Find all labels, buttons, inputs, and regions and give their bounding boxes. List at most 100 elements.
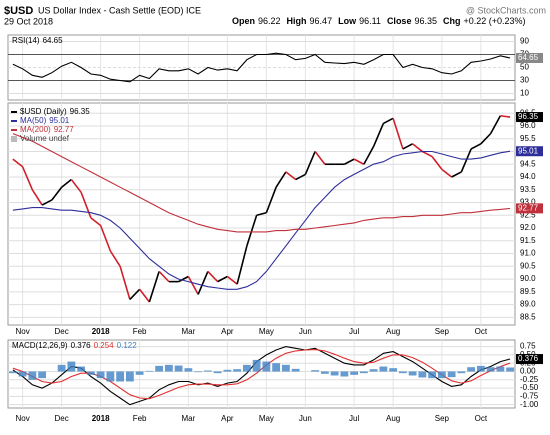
price-segment [314, 150, 326, 165]
last-value-label: 96.35 [518, 112, 539, 121]
y-tick-label: 90.5 [520, 261, 536, 270]
histogram-bar [350, 371, 359, 375]
histogram-bar [8, 371, 17, 374]
price-segment [275, 171, 287, 188]
last-value-box [516, 52, 543, 63]
price-segment [285, 171, 297, 181]
last-value-box [516, 203, 543, 214]
x-tick-label: Sep [435, 414, 450, 423]
price-segment [70, 179, 82, 193]
price-segment [236, 245, 248, 285]
y-tick-label: -0.25 [520, 375, 539, 384]
x-tick-label: Nov [16, 414, 30, 423]
y-tick-label: 92.5 [520, 210, 536, 219]
quote-label: High [287, 16, 307, 26]
histogram-bar [262, 361, 271, 372]
histogram-bar [496, 366, 505, 372]
x-tick-label: Jul [349, 327, 359, 336]
histogram-bar [67, 361, 76, 372]
legend-name: $USD (Daily) [20, 107, 67, 116]
price-segment [353, 158, 365, 165]
histogram-bar [311, 370, 320, 372]
x-tick-label: Dec [55, 327, 69, 336]
x-tick-label: Jun [299, 414, 312, 423]
series-line [12, 349, 511, 400]
legend-name: MA(200) [20, 125, 51, 134]
last-value-box [516, 112, 543, 123]
histogram-bar [116, 371, 125, 382]
x-tick-label: May [259, 414, 274, 423]
x-tick-label: Oct [475, 327, 488, 336]
x-tick-label: Apr [221, 327, 234, 336]
histogram-bar [379, 366, 388, 372]
last-value-box [516, 146, 543, 157]
histogram-bar [476, 365, 485, 372]
histogram-bar [281, 364, 290, 372]
legend-value: 0.122 [117, 341, 138, 350]
histogram-bar [164, 364, 173, 372]
x-tick-label: Apr [221, 414, 234, 423]
price-segment [119, 266, 131, 300]
histogram-bar [233, 369, 242, 372]
histogram-bar [223, 369, 232, 372]
histogram-bar [369, 369, 378, 372]
panel-frame [7, 339, 516, 409]
price-segment [412, 143, 423, 153]
legend-swatch [11, 136, 17, 142]
histogram-bar [18, 371, 27, 377]
y-tick-label: 95.5 [520, 134, 536, 143]
series-line [12, 133, 511, 233]
x-tick-label: Jul [349, 414, 359, 423]
histogram-bar [194, 371, 203, 373]
price-segment [217, 275, 228, 283]
legend-name: MA(50) [20, 116, 47, 125]
last-value-label: 92.77 [518, 203, 539, 212]
price-segment [41, 199, 53, 206]
y-tick-label: 30 [520, 76, 529, 85]
y-tick-label: 10 [520, 89, 529, 98]
y-tick-label: 0.75 [520, 342, 536, 351]
quote: Open 96.22 High 96.47 Low 96.11 Close 96.35 Chg +… [232, 16, 526, 26]
quote-value: 96.35 [414, 16, 437, 26]
histogram-bar [125, 371, 134, 382]
x-tick-label: 2018 [92, 327, 110, 336]
panel-frame [7, 102, 516, 326]
histogram-bar [106, 371, 115, 382]
histogram-bar [506, 367, 515, 372]
price-segment [80, 192, 92, 219]
histogram-bar [428, 371, 437, 379]
panel-legend: RSI(14) 64.65 [12, 36, 63, 45]
x-tick-label: Dec [55, 414, 69, 423]
source: @ StockCharts.com [466, 5, 546, 15]
x-tick-label: Aug [386, 327, 400, 336]
y-tick-label: -0.75 [520, 391, 539, 400]
histogram-bar [408, 371, 417, 376]
y-tick-label: 91.0 [520, 249, 536, 258]
histogram-bar [457, 371, 466, 374]
price-segment [295, 173, 306, 181]
price-segment [61, 178, 72, 188]
price-segment [451, 171, 462, 178]
price-segment [90, 217, 102, 227]
y-tick-label: 93.0 [520, 198, 536, 207]
quote-label: Close [387, 16, 412, 26]
price-segment [178, 275, 189, 283]
histogram-bar [252, 359, 261, 372]
price-segment [422, 150, 433, 158]
histogram-bar [77, 366, 86, 372]
histogram-bar [320, 371, 329, 374]
histogram-bar [447, 371, 456, 378]
x-tick-label: Mar [181, 327, 195, 336]
price-segment [207, 270, 219, 283]
histogram-bar [330, 371, 339, 376]
legend-value: 64.65 [43, 36, 64, 45]
legend-entry: MA(200) 92.77 [20, 125, 74, 134]
quote-value: 96.11 [359, 16, 381, 26]
price-segment [256, 211, 267, 217]
y-tick-label: 94.0 [520, 172, 536, 181]
price-segment [383, 117, 394, 125]
y-tick-label: 90 [520, 37, 529, 46]
x-tick-label: Feb [133, 327, 147, 336]
y-tick-label: 93.5 [520, 185, 536, 194]
